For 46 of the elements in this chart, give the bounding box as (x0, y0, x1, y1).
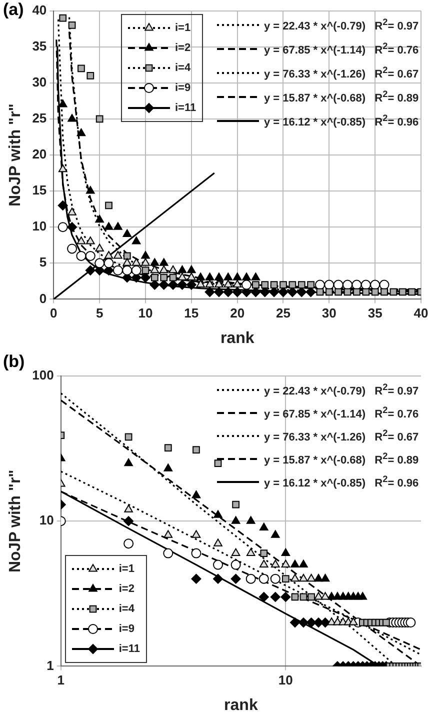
x-tick-label: 25 (276, 306, 290, 321)
y-axis-title: NoJP with "r" (7, 104, 24, 206)
x-tick-label: 20 (230, 306, 245, 321)
x-tick-label: 5 (96, 306, 104, 321)
legend-label: y = 67.85 * x^(-1.14) R$^{2}$= 0.76 (264, 404, 419, 420)
legend-label: y = 76.33 * x^(-1.26) R$^{2}$= 0.67 (264, 428, 419, 444)
y-tick-label: 35 (32, 38, 47, 54)
text: (a) (3, 0, 24, 20)
y-axis-title: NoJP with "r" (7, 470, 24, 573)
y-tick-label: 20 (32, 146, 47, 162)
legend-label: i=1 (175, 22, 191, 34)
y-tick-label: 25 (32, 110, 47, 126)
x-tick-label: 10 (138, 306, 153, 321)
legend-label: i=1 (118, 563, 134, 576)
legend-label: i=4 (118, 603, 134, 616)
y-tick-label: 5 (39, 254, 47, 270)
y-tick-label: 15 (32, 182, 47, 198)
legend-label: y = 16.12 * x^(-0.85) R$^{2}$= 0.96 (264, 112, 419, 129)
legend-label: i=2 (118, 583, 134, 596)
x-tick-label: 35 (368, 306, 382, 321)
legend-label: y = 22.43 * x^(-0.79) R$^{2}$= 0.97 (264, 16, 419, 33)
y-tick-label: 1 (46, 658, 54, 673)
y-tick-label: 30 (32, 74, 47, 90)
y-tick-label: 0 (39, 290, 47, 306)
y-tick-label: 10 (39, 512, 54, 528)
text: (b) (3, 352, 25, 372)
y-tick-label: 40 (32, 2, 47, 18)
legend-label: y = 22.43 * x^(-0.79) R$^{2}$= 0.97 (264, 382, 419, 398)
x-axis-title: rank (224, 696, 258, 714)
legend-label: y = 15.87 * x^(-0.68) R$^{2}$= 0.89 (264, 88, 419, 105)
legend-label: y = 76.33 * x^(-1.26) R$^{2}$= 0.67 (264, 64, 419, 81)
legend-label: i=9 (118, 623, 134, 636)
x-tick-label: 30 (322, 306, 336, 321)
legend-label: i=2 (175, 42, 191, 54)
legend-label: y = 15.87 * x^(-0.68) R$^{2}$= 0.89 (264, 450, 419, 466)
y-tick-label: 10 (32, 218, 47, 234)
legend-label: i=4 (175, 62, 191, 74)
legend-label: y = 16.12 * x^(-0.85) R$^{2}$= 0.96 (264, 474, 419, 490)
legend-label: i=9 (175, 82, 191, 94)
y-tick-label: 100 (32, 368, 54, 383)
x-tick-label: 40 (414, 306, 428, 321)
legend-label: i=11 (118, 643, 140, 656)
x-axis-title: rank (220, 330, 254, 347)
x-tick-label: 15 (184, 306, 199, 321)
legend-label: y = 67.85 * x^(-1.14) R$^{2}$= 0.76 (264, 40, 419, 57)
legend-label: i=11 (175, 102, 196, 114)
